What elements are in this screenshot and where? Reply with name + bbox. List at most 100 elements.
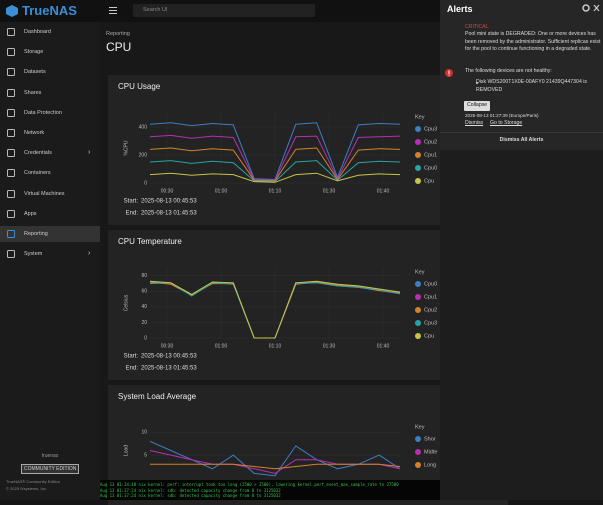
nav-item[interactable]: Shares bbox=[0, 85, 100, 101]
nav-icon bbox=[7, 149, 15, 158]
nav-label: Datasets bbox=[24, 69, 46, 76]
page-title: CPU bbox=[106, 40, 132, 54]
collapse-button[interactable]: Collapse bbox=[464, 101, 491, 111]
legend-label: Cpu3 bbox=[424, 320, 437, 326]
y-tick-label: 60 bbox=[141, 289, 147, 295]
go-to-storage-link[interactable]: Go to Storage bbox=[490, 120, 523, 126]
chart-title: CPU Usage bbox=[118, 82, 161, 91]
y-tick-label: 40 bbox=[141, 304, 147, 310]
legend-label: Shor bbox=[424, 436, 436, 442]
chevron: › bbox=[88, 149, 91, 157]
legend-label: Cpu0 bbox=[424, 165, 437, 171]
chart: CPU Temperature Celsius 0 20 40 60 80 00:30 01:0… bbox=[118, 237, 437, 372]
nav-label: Virtual Machines bbox=[24, 190, 65, 197]
y-tick-label: 80 bbox=[141, 273, 147, 279]
nav-item[interactable]: Storage bbox=[0, 44, 100, 60]
nav-label: Shares bbox=[24, 89, 42, 96]
y-axis-label: Load bbox=[123, 445, 129, 456]
start-value: 2025-08-13 00:45:53 bbox=[141, 199, 197, 205]
nav-item[interactable]: Datasets bbox=[0, 64, 100, 80]
legend-swatch bbox=[415, 178, 421, 184]
alert-devices-intro: The following devices are not healthy: bbox=[465, 68, 552, 74]
x-tick-label: 00:30 bbox=[161, 188, 174, 194]
alert-message: Pool mini state is DEGRADED: One or more… bbox=[465, 31, 601, 52]
icon-shape bbox=[7, 129, 15, 137]
end-label: End: bbox=[126, 211, 139, 217]
legend-swatch bbox=[415, 320, 421, 326]
series-line bbox=[149, 147, 401, 182]
y-tick-label: 20 bbox=[141, 320, 147, 326]
nav-icon bbox=[7, 88, 15, 97]
y-axis-label: Celsius bbox=[123, 294, 129, 311]
y-axis-label: %CPU bbox=[123, 140, 129, 155]
nav-icon bbox=[7, 48, 15, 57]
start-label: Start: bbox=[124, 354, 139, 360]
legend-label: Cpu3 bbox=[424, 126, 437, 132]
breadcrumb: Reporting bbox=[106, 31, 130, 37]
icon-shape bbox=[7, 108, 15, 117]
alert-time: 2025-08-13 01:27:39 (Europe/Paris) bbox=[465, 113, 539, 118]
y-tick-label: 400 bbox=[139, 124, 148, 130]
alert-area bbox=[440, 0, 603, 150]
dismiss-link[interactable]: Dismiss bbox=[465, 120, 484, 126]
dismiss-all-button[interactable]: Dismiss All Alerts bbox=[499, 137, 544, 143]
legend-label: Cpu1 bbox=[424, 152, 437, 158]
icon-shape bbox=[7, 68, 15, 77]
end-label: End: bbox=[126, 366, 139, 372]
key-title: Key bbox=[415, 114, 425, 120]
icon-shape bbox=[7, 149, 15, 158]
chevron: › bbox=[88, 250, 91, 258]
nav-item[interactable]: Containers bbox=[0, 165, 100, 181]
nav-item[interactable]: Virtual Machines bbox=[0, 186, 100, 202]
menu-button[interactable] bbox=[109, 7, 117, 14]
start-label: Start: bbox=[124, 199, 139, 205]
nav-item[interactable]: Network bbox=[0, 125, 100, 141]
edition-badge: COMMUNITY EDITION bbox=[21, 464, 80, 474]
alerts-title: Alerts bbox=[447, 4, 473, 14]
legend-label: Cpu1 bbox=[424, 294, 437, 300]
end-value: 2025-08-13 01:45:53 bbox=[141, 211, 197, 217]
legend-label: Cpu bbox=[424, 333, 434, 339]
legend-label: Cpu2 bbox=[424, 307, 437, 313]
series-line bbox=[150, 463, 401, 470]
x-tick-label: 01:00 bbox=[215, 343, 228, 349]
search-box[interactable]: Search UI bbox=[133, 4, 315, 17]
y-tick-label: 5 bbox=[144, 452, 147, 458]
alert-device: Disk WDS200T1X0E-00AFY0 21439Q447304 is … bbox=[476, 79, 588, 93]
x-tick-label: 00:30 bbox=[161, 343, 174, 349]
legend-swatch bbox=[415, 462, 421, 468]
nav-icon bbox=[7, 209, 15, 218]
nav-item[interactable]: Apps bbox=[0, 206, 100, 222]
icon-shape bbox=[7, 28, 15, 36]
bullet bbox=[476, 82, 478, 84]
nav-item[interactable]: Data Protection bbox=[0, 105, 100, 121]
nav-icon bbox=[7, 129, 15, 137]
nav-item[interactable]: Reporting bbox=[0, 226, 100, 242]
nav-label: Credentials bbox=[24, 150, 52, 157]
nav-icon bbox=[7, 250, 15, 259]
footer-text: © 2025 iXsystems, Inc. bbox=[6, 486, 47, 491]
legend-swatch bbox=[415, 307, 421, 313]
nav-item[interactable]: Credentials › bbox=[0, 145, 100, 161]
nav-item[interactable]: Dashboard bbox=[0, 24, 100, 40]
legend-swatch bbox=[415, 139, 421, 145]
logo-icon bbox=[6, 5, 18, 17]
nav-label: Reporting bbox=[24, 231, 48, 237]
y-tick-label: 200 bbox=[139, 152, 148, 158]
legend-label: Long bbox=[424, 462, 436, 468]
console-line: Aug 13 01:37:24 nix kernel: sdb: detecte… bbox=[100, 493, 281, 498]
console-line: Aug 13 01:34:48 nix kernel: perf: interr… bbox=[100, 482, 399, 487]
console-line: Aug 13 01:37:24 nix kernel: sdb: detecte… bbox=[100, 487, 281, 493]
nav-icon bbox=[7, 189, 15, 198]
chart-title: CPU Temperature bbox=[118, 237, 182, 246]
key-title: Key bbox=[415, 424, 425, 430]
legend-swatch bbox=[415, 436, 421, 442]
divider bbox=[440, 132, 603, 133]
legend-label: Midte bbox=[424, 449, 437, 455]
nav-item[interactable]: System › bbox=[0, 246, 100, 262]
end-value: 2025-08-13 01:45:53 bbox=[141, 366, 197, 372]
legend-swatch bbox=[415, 165, 421, 171]
panel-icons[interactable] bbox=[582, 4, 600, 12]
nav-icon bbox=[7, 230, 15, 238]
